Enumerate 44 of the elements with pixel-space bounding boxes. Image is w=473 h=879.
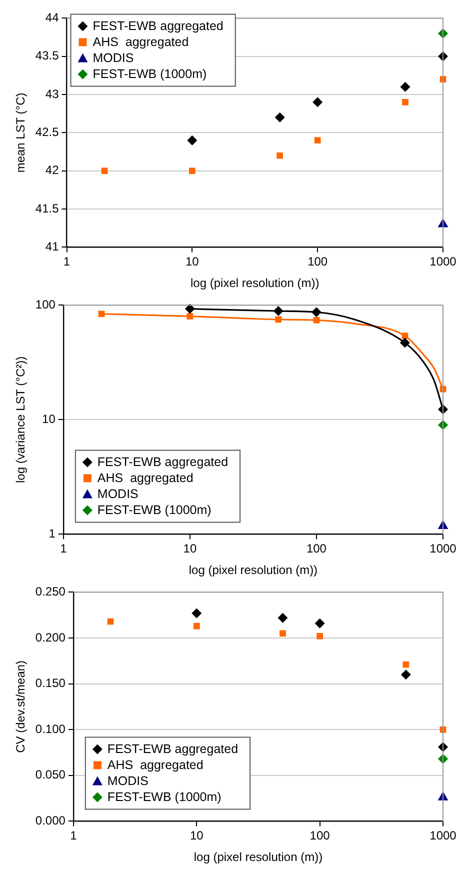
legend-label: AHS aggregated	[92, 35, 189, 50]
y-tick-label: 0.150	[35, 676, 66, 690]
legend-label: FEST-EWB (1000m)	[97, 503, 212, 518]
x-tick-label: 1	[70, 828, 78, 843]
x-axis-title: log (pixel resolution (m))	[190, 276, 320, 290]
x-axis-title: log (pixel resolution (m))	[188, 563, 318, 578]
x-tick-label: 100	[306, 542, 327, 556]
y-tick-label: 42	[45, 163, 60, 178]
y-tick-label: 41	[45, 240, 60, 254]
y-tick-label: 43	[45, 86, 60, 101]
legend-label: MODIS	[97, 487, 138, 502]
y-tick-label: 44	[45, 10, 60, 25]
x-tick-label: 10	[183, 542, 197, 556]
legend-label: FEST-EWB (1000m)	[107, 790, 222, 804]
y-tick-label: 0.000	[35, 814, 66, 828]
x-axis-title: log (pixel resolution (m))	[194, 850, 323, 864]
x-tick-label: 100	[310, 828, 330, 843]
legend-label: MODIS	[107, 774, 148, 788]
x-tick-label: 10	[185, 254, 200, 269]
legend-label: AHS aggregated	[107, 758, 204, 772]
x-tick-label: 1000	[430, 542, 457, 556]
x-tick-label: 10	[190, 828, 204, 843]
y-tick-label: 10	[42, 412, 56, 426]
legend-label: FEST-EWB aggregated	[107, 742, 238, 756]
y-axis-title: CV (dev.st/mean)	[14, 660, 28, 753]
y-tick-label: 1	[48, 526, 56, 541]
y-tick-label: 0.100	[35, 722, 66, 736]
legend-label: AHS aggregated	[97, 471, 194, 486]
y-tick-label: 43.5	[35, 48, 60, 63]
y-tick-label: 0.050	[35, 768, 66, 782]
legend-label: MODIS	[92, 51, 134, 66]
y-axis-title: log (variance LST (°C²))	[14, 356, 28, 484]
y-tick-label: 42.5	[35, 125, 60, 140]
x-tick-label: 100	[308, 254, 328, 269]
x-tick-label: 1000	[430, 254, 457, 269]
legend-label: FEST-EWB aggregated	[97, 455, 228, 470]
y-tick-label: 0.250	[35, 584, 66, 599]
y-axis-title: mean LST (°C)	[14, 92, 28, 173]
y-tick-label: 41.5	[35, 201, 60, 216]
y-tick-label: 100	[35, 298, 56, 312]
legend-label: FEST-EWB (1000m)	[92, 67, 207, 82]
x-tick-label: 1000	[430, 828, 457, 843]
legend-label: FEST-EWB aggregated	[92, 19, 224, 34]
y-tick-label: 0.200	[35, 630, 66, 644]
